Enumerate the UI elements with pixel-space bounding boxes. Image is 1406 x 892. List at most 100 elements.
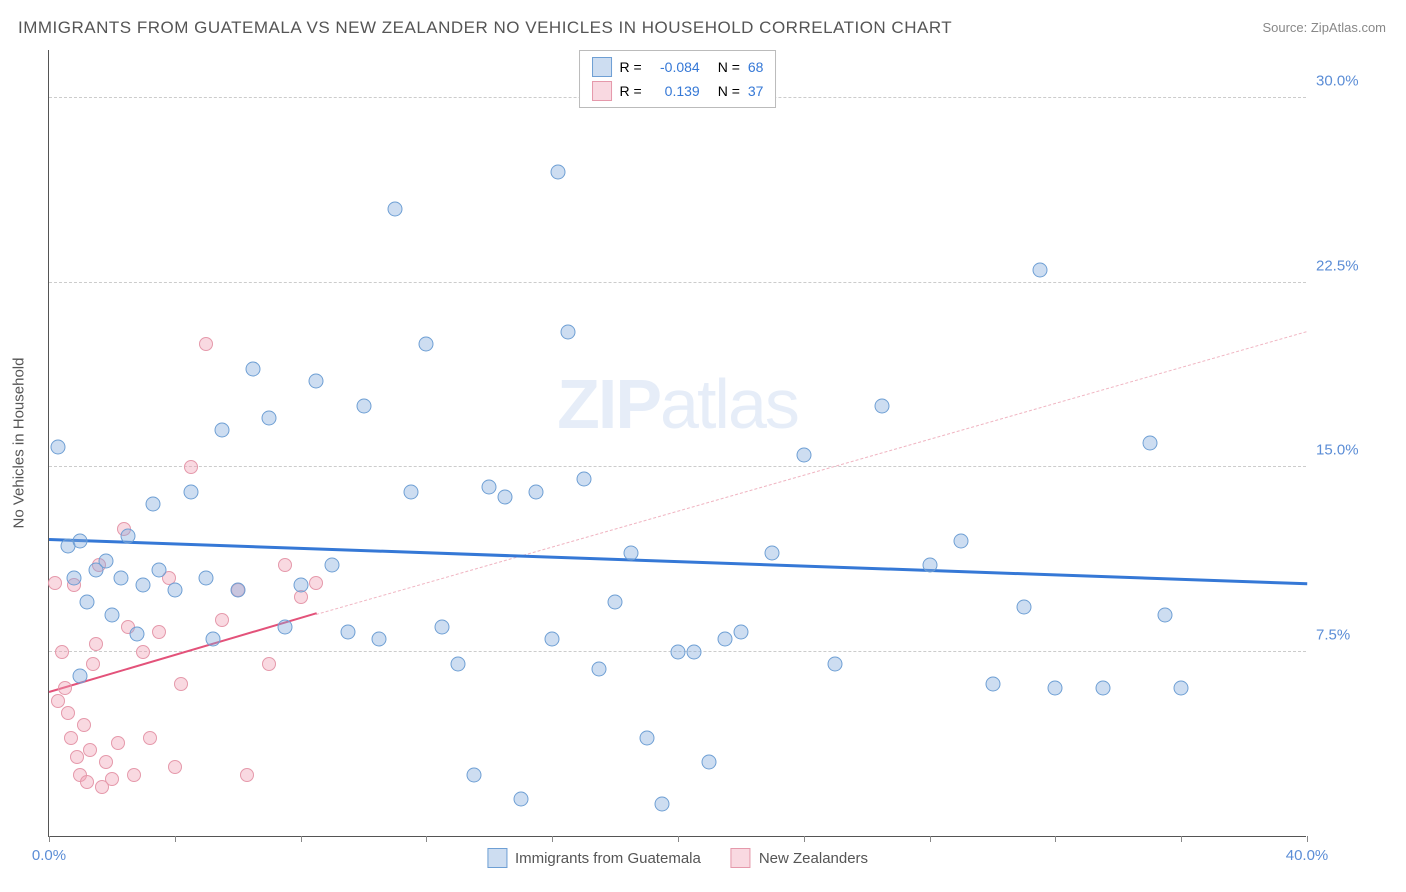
data-point [293,578,308,593]
x-tick [1181,836,1182,842]
data-point [199,337,213,351]
legend-row-series2: R = 0.139 N = 37 [592,79,764,103]
x-tick [1307,836,1308,842]
legend-item-series1: Immigrants from Guatemala [487,848,701,868]
data-point [1158,607,1173,622]
data-point [1016,600,1031,615]
y-tick-label: 15.0% [1316,442,1376,459]
data-point [145,496,160,511]
data-point [51,694,65,708]
n-label: N = [718,83,740,99]
data-point [309,374,324,389]
data-point [592,661,607,676]
trendline-nz-dashed [316,331,1307,615]
n-value-2: 37 [748,83,764,99]
swatch-series1 [592,57,612,77]
data-point [435,619,450,634]
data-point [262,657,276,671]
trendline-guatemala [49,538,1307,585]
data-point [718,632,733,647]
swatch-series1 [487,848,507,868]
data-point [513,792,528,807]
data-point [498,489,513,504]
data-point [89,637,103,651]
data-point [655,797,670,812]
data-point [262,410,277,425]
data-point [419,337,434,352]
data-point [104,607,119,622]
data-point [130,627,145,642]
data-point [136,645,150,659]
data-point [120,528,135,543]
data-point [954,533,969,548]
data-point [278,558,292,572]
x-tick [930,836,931,842]
data-point [403,484,418,499]
x-tick [1055,836,1056,842]
legend-label-1: Immigrants from Guatemala [515,850,701,867]
data-point [80,775,94,789]
data-point [143,731,157,745]
r-value-2: 0.139 [650,83,700,99]
swatch-series2 [731,848,751,868]
x-tick [175,836,176,842]
data-point [529,484,544,499]
data-point [48,576,62,590]
data-point [277,619,292,634]
data-point [482,479,497,494]
data-point [1048,681,1063,696]
r-label: R = [620,83,642,99]
data-point [99,755,113,769]
data-point [623,546,638,561]
data-point [1142,435,1157,450]
y-axis-title: No Vehicles in Household [11,358,28,529]
watermark-zip: ZIP [557,365,660,443]
data-point [183,484,198,499]
data-point [356,398,371,413]
data-point [387,201,402,216]
data-point [671,644,686,659]
data-point [205,632,220,647]
data-point [686,644,701,659]
data-point [64,731,78,745]
n-value-1: 68 [748,59,764,75]
x-tick [678,836,679,842]
source-label: Source: ZipAtlas.com [1262,20,1386,35]
legend-row-series1: R = -0.084 N = 68 [592,55,764,79]
data-point [608,595,623,610]
data-point [214,423,229,438]
data-point [733,624,748,639]
data-point [73,533,88,548]
data-point [152,625,166,639]
r-value-1: -0.084 [650,59,700,75]
data-point [246,361,261,376]
data-point [168,760,182,774]
x-tick [49,836,50,842]
y-tick-label: 7.5% [1316,626,1376,643]
data-point [702,755,717,770]
legend-item-series2: New Zealanders [731,848,868,868]
x-tick [804,836,805,842]
n-label: N = [718,59,740,75]
legend-series: Immigrants from Guatemala New Zealanders [487,848,868,868]
data-point [1095,681,1110,696]
y-tick-label: 22.5% [1316,257,1376,274]
x-tick-label-right: 40.0% [1286,847,1329,864]
data-point [184,460,198,474]
data-point [70,750,84,764]
x-tick [426,836,427,842]
data-point [114,570,129,585]
data-point [83,743,97,757]
data-point [136,578,151,593]
data-point [98,553,113,568]
data-point [796,447,811,462]
chart-title: IMMIGRANTS FROM GUATEMALA VS NEW ZEALAND… [18,18,952,38]
data-point [174,677,188,691]
data-point [922,558,937,573]
data-point [1032,263,1047,278]
data-point [340,624,355,639]
watermark-atlas: atlas [660,365,798,443]
data-point [309,576,323,590]
data-point [560,324,575,339]
gridline [49,282,1306,283]
